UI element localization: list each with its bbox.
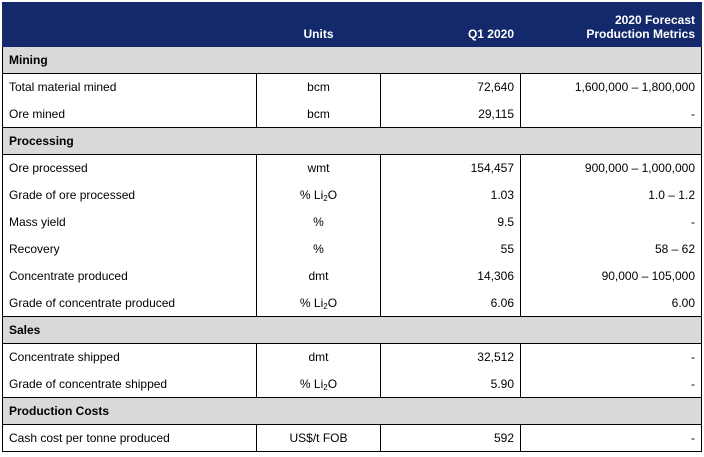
header-q1-2020: Q1 2020 [380,2,521,47]
table-row: Cash cost per tonne produced US$/t FOB 592… [2,424,702,452]
row-q1-value: 1.03 [380,181,521,209]
row-label: Grade of concentrate produced [2,289,257,317]
row-forecast-value: 1,600,000 – 1,800,000 [520,73,702,101]
row-q1-value: 6.06 [380,289,521,317]
row-q1-value: 72,640 [380,73,521,101]
row-units: % [256,235,381,263]
section-title: Mining [2,46,702,74]
row-label: Grade of concentrate shipped [2,370,257,398]
row-units: % Li2O [256,370,381,398]
row-q1-value: 32,512 [380,343,521,371]
row-label: Concentrate shipped [2,343,257,371]
section-header-row: Production Costs [2,397,702,425]
header-forecast-line2: Production Metrics [586,27,695,41]
table-row: Ore mined bcm 29,115- [2,100,702,128]
row-q1-value: 9.5 [380,208,521,236]
row-units: wmt [256,154,381,182]
header-units: Units [256,2,381,47]
row-forecast-value: 1.0 – 1.2 [520,181,702,209]
row-units: % Li2O [256,181,381,209]
table-row: Ore processed wmt 154,457 900,000 – 1,000,0… [2,154,702,182]
table-row: Grade of ore processed% Li2O 1.03 1.0 – 1.… [2,181,702,209]
section-header-row: Mining [2,46,702,74]
table-row: Concentrate shipped dmt 32,512- [2,343,702,371]
row-q1-value: 154,457 [380,154,521,182]
row-label: Total material mined [2,73,257,101]
table-row: Grade of concentrate shipped% Li2O 5.90- [2,370,702,398]
row-label: Concentrate produced [2,262,257,290]
table-row: Concentrate produced dmt 14,306 90,000 – 10… [2,262,702,290]
row-label: Ore mined [2,100,257,128]
row-label: Recovery [2,235,257,263]
table-row: Recovery% 55 58 – 62 [2,235,702,263]
header-blank [2,2,257,47]
row-forecast-value: - [520,208,702,236]
row-label: Grade of ore processed [2,181,257,209]
row-units: % Li2O [256,289,381,317]
row-label: Mass yield [2,208,257,236]
header-2020-forecast: 2020 Forecast Production Metrics [520,2,702,47]
row-q1-value: 5.90 [380,370,521,398]
row-forecast-value: 900,000 – 1,000,000 [520,154,702,182]
row-label: Cash cost per tonne produced [2,424,257,452]
row-units: % [256,208,381,236]
table-row: Mass yield% 9.5- [2,208,702,236]
row-forecast-value: 90,000 – 105,000 [520,262,702,290]
row-forecast-value: 58 – 62 [520,235,702,263]
row-label: Ore processed [2,154,257,182]
row-units: dmt [256,262,381,290]
table-row: Grade of concentrate produced% Li2O 6.06 6… [2,289,702,317]
row-units: bcm [256,73,381,101]
section-title: Production Costs [2,397,702,425]
row-q1-value: 55 [380,235,521,263]
production-metrics-table: Units Q1 2020 2020 Forecast Production Me… [2,2,702,452]
row-units: bcm [256,100,381,128]
row-forecast-value: 6.00 [520,289,702,317]
section-title: Sales [2,316,702,344]
row-q1-value: 592 [380,424,521,452]
section-title: Processing [2,127,702,155]
row-forecast-value: - [520,343,702,371]
row-forecast-value: - [520,424,702,452]
table-header-row: Units Q1 2020 2020 Forecast Production Me… [2,2,702,47]
row-forecast-value: - [520,370,702,398]
row-forecast-value: - [520,100,702,128]
section-header-row: Sales [2,316,702,344]
row-q1-value: 29,115 [380,100,521,128]
table-body: Mining Total material mined bcm 72,640 1,600… [2,46,702,452]
table-row: Total material mined bcm 72,640 1,600,000 –… [2,73,702,101]
section-header-row: Processing [2,127,702,155]
row-q1-value: 14,306 [380,262,521,290]
row-units: US$/t FOB [256,424,381,452]
header-forecast-line1: 2020 Forecast [614,13,695,27]
metrics-table-container: Units Q1 2020 2020 Forecast Production Me… [2,2,702,452]
row-units: dmt [256,343,381,371]
